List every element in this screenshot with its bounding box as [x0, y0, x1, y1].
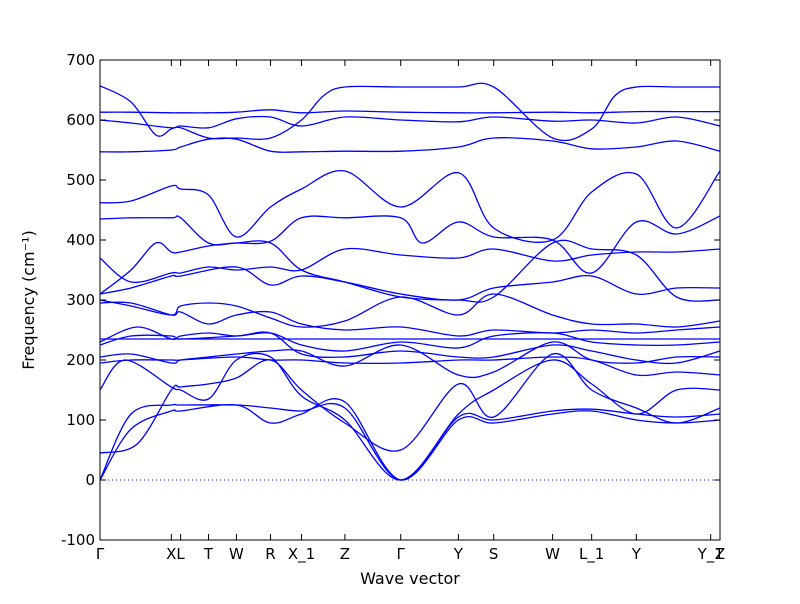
x-tick-label: W [229, 545, 244, 563]
y-tick-label: 300 [66, 291, 95, 309]
y-axis-label: Frequency (cm⁻¹) [19, 230, 38, 369]
band-line-2 [99, 402, 721, 481]
y-tick-label: 500 [66, 171, 95, 189]
y-tick-label: 0 [85, 471, 95, 489]
x-tick-label: Z [340, 545, 350, 563]
x-tick-label: X_1 [288, 545, 315, 564]
y-tick-label: 200 [66, 351, 95, 369]
band-line-16 [99, 170, 721, 243]
x-tick-label: L_1 [579, 545, 604, 564]
x-tick-label: Γ [397, 545, 406, 563]
y-tick-label: 600 [66, 111, 95, 129]
x-tick-label: S [489, 545, 499, 563]
band-line-1 [99, 398, 721, 481]
band-line-11 [99, 293, 721, 328]
y-tick-label: 100 [66, 411, 95, 429]
x-tick-label: Y [631, 545, 642, 563]
band-line-8 [99, 326, 721, 352]
x-axis: Γ X L T W R X_1 Z Γ Y S W L_1 Y Y_1Z [96, 60, 725, 564]
band-line-20 [99, 82, 720, 142]
x-tick-label: T [203, 545, 214, 563]
x-tick-label: Y_1 [697, 545, 724, 564]
x-tick-label: Γ [96, 545, 105, 563]
bands-layer [99, 82, 721, 481]
x-tick-label: Z [715, 545, 725, 563]
band-line-14 [99, 239, 721, 303]
band-line-6 [99, 341, 721, 379]
y-tick-label: -100 [61, 531, 95, 549]
band-line-15 [99, 215, 721, 274]
band-line-18 [99, 115, 721, 129]
band-line-3 [99, 353, 721, 454]
x-tick-label: R [265, 545, 275, 563]
band-line-17 [99, 137, 721, 153]
y-axis: -100 0 100 200 300 400 500 600 700 [61, 51, 720, 549]
x-tick-label: W [545, 545, 560, 563]
y-tick-label: 400 [66, 231, 95, 249]
x-tick-label: L [176, 545, 185, 563]
band-line-4 [99, 352, 721, 481]
band-line-5 [99, 356, 721, 377]
x-tick-label: X [166, 545, 176, 563]
band-line-12 [99, 266, 721, 301]
x-axis-label: Wave vector [360, 569, 460, 588]
band-line-7 [99, 331, 721, 365]
band-line-10 [99, 301, 721, 337]
x-tick-label: Y [453, 545, 464, 563]
band-line-13 [99, 247, 721, 284]
y-tick-label: 700 [66, 51, 95, 69]
